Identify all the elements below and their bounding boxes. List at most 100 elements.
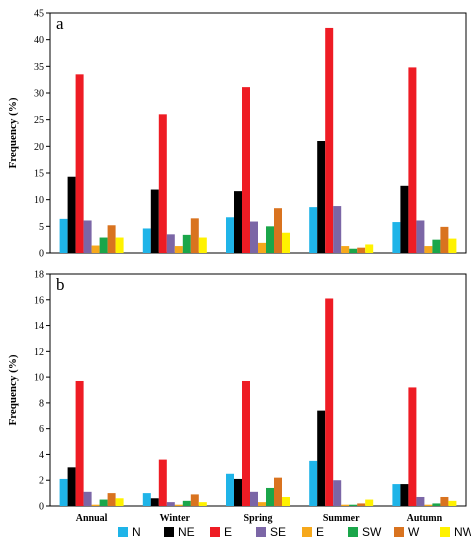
y-tick-label: 0 (39, 249, 44, 260)
bar-se-summer (333, 206, 342, 253)
bar-e-spring (242, 380, 250, 506)
bar-sw-autumn (432, 239, 441, 253)
legend-swatch (256, 527, 266, 537)
bar-w-annual (107, 225, 116, 253)
bar-nw-spring (282, 232, 290, 253)
bar-e-spring (242, 87, 250, 253)
legend-label: NE (178, 525, 195, 539)
bar-ne-autumn (400, 484, 409, 506)
bar-e-winter (158, 459, 167, 506)
bar-n-spring (226, 217, 234, 253)
bar-n-autumn (392, 484, 401, 506)
bar-nw-autumn (448, 238, 457, 253)
legend-item-n: N (118, 525, 141, 539)
legend-item-w: W (394, 525, 420, 539)
bar-nw-annual (115, 237, 124, 253)
chart-panel-b: 0 2 4 6 8 10 12 14 16 18 Frequency (%) b Annual Winte… (7, 270, 467, 524)
bar-ne-autumn (400, 185, 409, 253)
panel-letter: b (56, 275, 65, 294)
legend-label: W (408, 525, 420, 539)
y-tick-label: 0 (39, 502, 44, 513)
legend-item-ne: NE (164, 525, 195, 539)
bar-nw-autumn (448, 500, 457, 506)
legend-label: SW (362, 525, 382, 539)
plot-frame (49, 273, 467, 507)
bar-ne-winter (150, 498, 159, 506)
x-tick-label: Summer (323, 513, 360, 524)
bar-n-annual (59, 478, 68, 506)
bar-e-summer (341, 246, 350, 253)
legend-swatch (210, 527, 220, 537)
y-tick-label: 20 (34, 142, 44, 153)
bar-e-summer (325, 27, 334, 253)
bar-se-autumn (416, 496, 425, 506)
bar-n-autumn (392, 222, 401, 253)
bar-w-autumn (440, 496, 449, 506)
bar-sw-winter (182, 500, 191, 506)
bar-e-autumn (424, 504, 433, 506)
legend-item-e: E (210, 525, 232, 539)
bar-e-autumn (408, 67, 417, 254)
chart-legend: N NE E SE E SW W NW (118, 525, 471, 539)
y-tick-label: 15 (34, 169, 44, 180)
bar-nw-winter (198, 502, 207, 506)
bar-e-summer (325, 298, 334, 506)
bar-n-summer (309, 460, 318, 506)
bar-e-summer (341, 504, 350, 506)
legend-label: E (224, 525, 232, 539)
legend-swatch (302, 527, 312, 537)
y-tick-label: 10 (34, 373, 44, 384)
legend-label: SE (270, 525, 286, 539)
bar-sw-summer (349, 504, 358, 506)
bar-nw-spring (282, 496, 290, 506)
legend-item-sw: SW (348, 525, 382, 539)
bar-w-summer (357, 503, 366, 506)
bar-e-spring (258, 242, 266, 253)
legend-swatch (118, 527, 128, 537)
legend-item-se: SE (256, 525, 286, 539)
bar-ne-annual (67, 176, 76, 253)
legend-label: N (132, 525, 141, 539)
legend-item-nw: NW (440, 525, 471, 539)
bar-n-winter (142, 228, 151, 253)
bar-e-spring (258, 502, 266, 506)
panel-letter: a (56, 14, 64, 33)
x-tick-label: Autumn (407, 513, 443, 524)
bar-nw-annual (115, 498, 124, 506)
bar-n-spring (226, 473, 234, 506)
bar-sw-summer (349, 248, 358, 253)
bar-e-annual (75, 380, 84, 506)
bar-e-annual (75, 74, 84, 253)
x-tick-label: Spring (244, 513, 273, 524)
bar-e-autumn (408, 387, 417, 506)
y-tick-label: 5 (39, 222, 44, 233)
bar-w-spring (274, 477, 282, 506)
chart-panel-a: 0 5 10 15 20 25 30 35 40 45 Frequency (%) a (7, 9, 467, 260)
bar-se-winter (166, 234, 175, 253)
y-axis-label: Frequency (%) (7, 97, 19, 168)
y-tick-label: 2 (39, 476, 44, 487)
y-tick-label: 8 (39, 398, 44, 409)
y-tick-label: 18 (34, 270, 44, 281)
bar-se-summer (333, 480, 342, 506)
chart-panels: 0 5 10 15 20 25 30 35 40 45 Frequency (%) a 0 2 4 6 8 10 1… (7, 9, 467, 524)
bar-ne-summer (317, 410, 326, 506)
bar-se-winter (166, 502, 175, 506)
bar-se-annual (83, 491, 92, 506)
bar-sw-autumn (432, 503, 441, 506)
y-tick-label: 45 (34, 9, 44, 20)
bar-sw-annual (99, 499, 108, 506)
legend-label: NW (454, 525, 471, 539)
bar-sw-spring (266, 226, 274, 253)
bar-ne-annual (67, 467, 76, 506)
bar-w-autumn (440, 226, 449, 253)
bar-sw-winter (182, 234, 191, 253)
bar-n-annual (59, 218, 68, 253)
bar-se-spring (250, 491, 258, 506)
bar-e-winter (174, 246, 183, 253)
legend-swatch (164, 527, 174, 537)
bar-sw-spring (266, 487, 274, 506)
y-tick-label: 35 (34, 62, 44, 73)
x-tick-label: Annual (76, 513, 108, 524)
